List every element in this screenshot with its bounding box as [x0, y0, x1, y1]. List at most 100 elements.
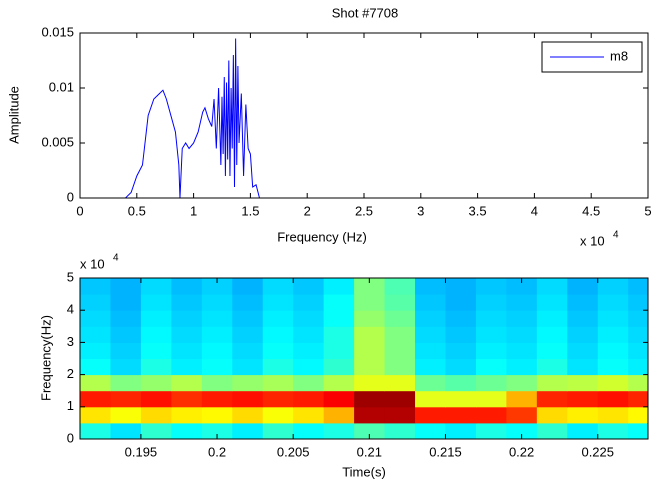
heatmap-cell	[506, 374, 538, 392]
heatmap-cell	[293, 374, 325, 392]
heatmap-cell	[171, 390, 203, 408]
heatmap-cell	[80, 390, 111, 408]
heatmap-cell	[323, 390, 355, 408]
heatmap-cell	[567, 310, 599, 327]
y-multiplier-exponent: 4	[113, 253, 119, 264]
axes-box	[79, 277, 649, 440]
heatmap-cell	[628, 278, 648, 295]
heatmap-cell	[110, 326, 142, 343]
heatmap-cell	[597, 406, 629, 424]
heatmap-cell	[80, 278, 111, 295]
x-tick-label: 0.5	[128, 203, 146, 218]
heatmap-cell	[80, 358, 111, 376]
heatmap-cell	[110, 422, 142, 439]
heatmap-cell	[628, 422, 648, 439]
y-tick-label: 0	[67, 430, 74, 445]
heatmap-cell	[597, 422, 629, 439]
x-tick-label: 2.5	[355, 203, 373, 218]
heatmap-cell	[597, 310, 629, 327]
heatmap-cell	[628, 406, 648, 424]
heatmap-cell	[140, 278, 172, 295]
heatmap-cell	[506, 358, 538, 376]
x-tick-label: 2	[304, 203, 311, 218]
heatmap-cell	[536, 310, 568, 327]
heatmap-cell	[140, 326, 172, 343]
x-tick-label: 3.5	[469, 203, 487, 218]
heatmap-cell	[567, 294, 599, 311]
x-axis-label: Frequency (Hz)	[277, 229, 367, 244]
heatmap-cell	[110, 278, 142, 295]
heatmap-cell	[140, 390, 172, 408]
heatmap-cell	[110, 406, 142, 424]
heatmap-cell	[415, 310, 446, 327]
heatmap-cell	[293, 278, 325, 295]
heatmap-cell	[597, 326, 629, 343]
heatmap-cell	[232, 326, 264, 343]
heatmap-cell	[232, 342, 264, 359]
heatmap-cell	[354, 310, 386, 327]
heatmap-cell	[232, 294, 264, 311]
heatmap-cell	[445, 406, 477, 424]
heatmap-cell	[415, 374, 446, 392]
heatmap-cell	[140, 358, 172, 376]
x-tick-label: 0.225	[581, 444, 614, 459]
y-axis-label: Amplitude	[6, 86, 21, 144]
heatmap-cell	[445, 374, 477, 392]
heatmap-cell	[232, 310, 264, 327]
heatmap-cell	[323, 294, 355, 311]
y-multiplier: x 10	[80, 256, 105, 271]
heatmap-cell	[171, 342, 203, 359]
heatmap-cell	[567, 278, 599, 295]
heatmap-cell	[201, 390, 233, 408]
y-tick-label: 4	[67, 302, 74, 317]
heatmap-cell	[445, 326, 477, 343]
heatmap-cell	[475, 358, 507, 376]
heatmap-cell	[384, 358, 416, 376]
heatmap-cell	[567, 342, 599, 359]
heatmap-cell	[415, 278, 446, 295]
heatmap-cell	[323, 422, 355, 439]
x-tick-label: 0.22	[509, 444, 534, 459]
y-tick-label: 1	[67, 398, 74, 413]
heatmap-cell	[80, 310, 111, 327]
heatmap-cell	[80, 326, 111, 343]
legend-label: m8	[610, 48, 628, 63]
heatmap-cell	[323, 278, 355, 295]
heatmap-cell	[140, 342, 172, 359]
x-axis-label: Time(s)	[342, 464, 386, 479]
heatmap-cell	[475, 374, 507, 392]
heatmap-cell	[384, 374, 416, 392]
heatmap-cell	[567, 326, 599, 343]
heatmap-cell	[384, 342, 416, 359]
heatmap-cell	[384, 326, 416, 343]
heatmap-cell	[536, 358, 568, 376]
heatmap-cell	[232, 374, 264, 392]
heatmap-cell	[628, 374, 648, 392]
y-tick-label: 0.015	[41, 24, 74, 39]
heatmap-cell	[80, 406, 111, 424]
y-tick-label: 0.01	[49, 79, 74, 94]
heatmap-cell	[384, 294, 416, 311]
heatmap-cell	[80, 342, 111, 359]
heatmap-cell	[140, 422, 172, 439]
x-tick-label: 3	[417, 203, 424, 218]
heatmap-cell	[110, 390, 142, 408]
heatmap-cell	[201, 406, 233, 424]
x-tick-label: 5	[644, 203, 651, 218]
heatmap-cell	[262, 294, 294, 311]
heatmap-cell	[536, 390, 568, 408]
heatmap-cell	[262, 406, 294, 424]
x-tick-label: 0.195	[125, 444, 158, 459]
heatmap-cell	[628, 390, 648, 408]
y-tick-label: 3	[67, 334, 74, 349]
heatmap-cell	[475, 422, 507, 439]
y-tick-label: 5	[67, 269, 74, 284]
heatmap-cell	[293, 326, 325, 343]
heatmap-cell	[323, 406, 355, 424]
heatmap-cell	[232, 358, 264, 376]
heatmap-cell	[567, 358, 599, 376]
heatmap-cell	[171, 294, 203, 311]
heatmap-cell	[354, 422, 386, 439]
heatmap-cell	[262, 326, 294, 343]
heatmap-cell	[536, 326, 568, 343]
